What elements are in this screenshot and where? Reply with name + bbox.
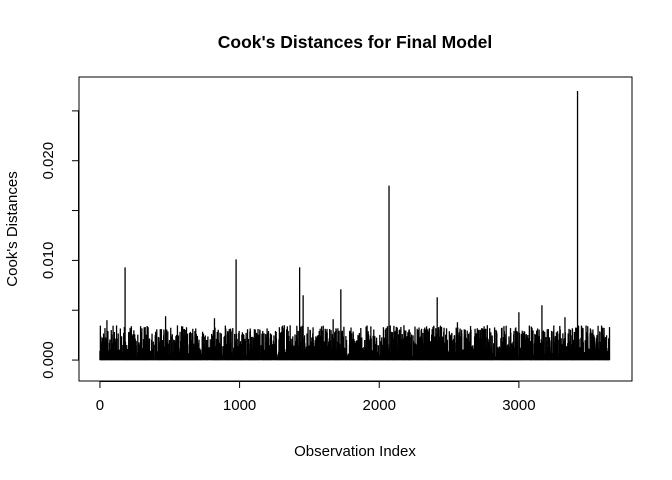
x-tick-label: 1000: [223, 397, 256, 414]
spike-series: [99, 90, 611, 361]
x-tick-label: 2000: [363, 397, 396, 414]
x-axis: 0 1000 2000 3000: [96, 381, 536, 414]
x-tick-label: 3000: [502, 397, 535, 414]
x-tick-label: 0: [96, 397, 104, 414]
y-axis: 0.000 0.010 0.020: [40, 110, 79, 379]
y-tick-label: 0.010: [40, 242, 57, 280]
y-tick-label: 0.000: [40, 341, 57, 379]
y-tick-label: 0.020: [40, 142, 57, 180]
chart-title: Cook's Distances for Final Model: [218, 32, 493, 52]
y-axis-label: Cook's Distances: [4, 171, 21, 286]
x-axis-label: Observation Index: [294, 443, 416, 460]
